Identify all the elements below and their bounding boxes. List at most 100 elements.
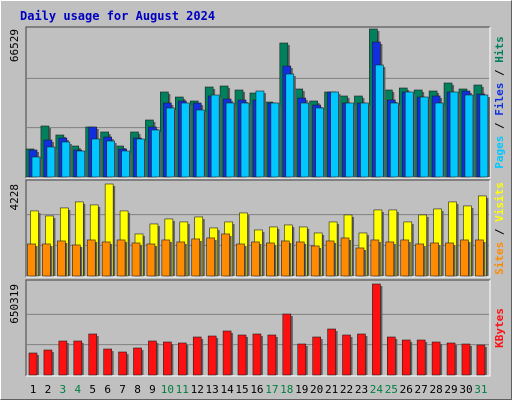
bar: [415, 243, 424, 277]
legend-separator: /: [493, 116, 506, 136]
panel-border: [25, 279, 490, 376]
bar: [416, 339, 426, 376]
bar: [300, 102, 310, 178]
bar: [401, 339, 411, 376]
x-tick-label: 19: [295, 383, 308, 396]
panel-border: [25, 26, 490, 178]
x-tick-label: 23: [355, 383, 368, 396]
bar: [251, 241, 260, 277]
bar: [315, 107, 324, 178]
x-tick-label: 25: [385, 383, 398, 396]
x-tick-label: 30: [459, 383, 472, 396]
bar: [310, 245, 320, 277]
bar: [327, 328, 336, 376]
bar: [297, 343, 307, 376]
bar: [400, 239, 410, 277]
bar: [178, 342, 187, 376]
x-tick-label: 8: [134, 383, 141, 396]
bar: [385, 241, 395, 277]
x-tick-label: 1: [30, 383, 37, 396]
x-tick-label: 14: [220, 383, 234, 396]
bar: [281, 240, 290, 277]
x-tick-label: 17: [265, 383, 278, 396]
bar: [240, 102, 250, 178]
x-tick-label: 18: [280, 383, 293, 396]
bar: [295, 241, 305, 277]
bar: [46, 146, 56, 178]
bar: [330, 91, 339, 178]
legend-entry: Pages: [493, 136, 506, 169]
x-tick-label: 21: [325, 383, 338, 396]
x-tick-label: 9: [149, 383, 156, 396]
x-tick-label: 29: [444, 383, 457, 396]
bar: [28, 352, 38, 376]
x-tick-label: 31: [474, 383, 487, 396]
bar: [252, 333, 262, 376]
bar: [31, 156, 41, 178]
legend: Sites / Visits: [493, 182, 506, 275]
x-tick-label: 7: [119, 383, 126, 396]
bar: [73, 340, 83, 376]
bar: [372, 283, 381, 376]
bar: [133, 347, 142, 376]
bar: [118, 351, 127, 376]
bar: [101, 241, 111, 277]
bar: [106, 140, 115, 178]
bar: [342, 334, 351, 376]
x-tick-label: 11: [176, 383, 189, 396]
bar: [88, 333, 98, 376]
x-tick-label: 27: [415, 383, 428, 396]
x-tick-label: 24: [370, 383, 384, 396]
bar: [285, 73, 295, 178]
bar: [237, 334, 247, 376]
legend-separator: /: [493, 222, 506, 242]
bar: [131, 242, 141, 277]
panel-border: [26, 280, 491, 377]
x-tick-label: 6: [104, 383, 111, 396]
bar: [345, 102, 354, 178]
bar: [176, 241, 186, 277]
bar: [449, 91, 459, 178]
y-max-label: 66529: [8, 29, 21, 62]
bar: [255, 90, 265, 178]
legend-entry: Files: [493, 83, 506, 116]
bar: [195, 109, 205, 178]
x-tick-label: 10: [161, 383, 174, 396]
x-tick-label: 13: [206, 383, 219, 396]
bar: [161, 239, 171, 277]
bar: [236, 243, 245, 277]
x-tick-label: 15: [235, 383, 248, 396]
y-max-label: 650319: [8, 284, 21, 324]
bar: [192, 336, 202, 376]
bar: [210, 94, 220, 178]
bar: [86, 239, 96, 277]
bar: [42, 243, 51, 277]
x-tick-label: 20: [310, 383, 323, 396]
bar: [270, 102, 280, 178]
x-tick-label: 26: [400, 383, 413, 396]
legend-separator: /: [493, 63, 506, 83]
x-tick-label: 16: [250, 383, 263, 396]
bar: [163, 341, 172, 376]
bar: [207, 335, 217, 376]
bar: [225, 102, 235, 178]
bar: [103, 348, 112, 376]
x-tick-label: 5: [89, 383, 96, 396]
bar: [221, 233, 230, 277]
bar: [282, 313, 292, 376]
bar: [266, 242, 275, 277]
x-tick-label: 3: [60, 383, 67, 396]
bar: [61, 141, 71, 178]
bar: [479, 94, 489, 178]
x-tick-label: 2: [45, 383, 52, 396]
bar: [57, 240, 66, 277]
legend-entry: Visits: [493, 182, 506, 222]
bar: [146, 243, 156, 277]
x-tick-label: 4: [74, 383, 81, 396]
bar: [121, 150, 130, 178]
bar: [206, 237, 215, 277]
bar: [312, 336, 321, 376]
bar: [375, 64, 384, 178]
